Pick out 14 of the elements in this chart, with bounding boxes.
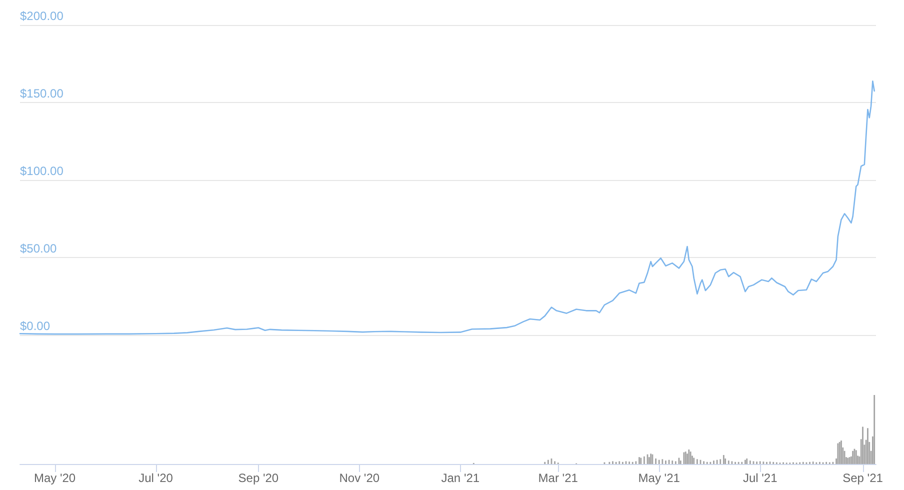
x-tick-label: Mar '21	[538, 471, 578, 485]
y-tick-label: $200.00	[20, 9, 64, 23]
x-tick-label: Sep '20	[238, 471, 279, 485]
x-tick-label: Jul '21	[742, 471, 778, 485]
y-tick-label: $150.00	[20, 86, 64, 100]
y-tick-label: $50.00	[20, 242, 58, 256]
x-tick-label: Nov '20	[339, 471, 380, 485]
y-tick-label: $100.00	[20, 164, 64, 178]
x-tick-label: Jan '21	[441, 471, 480, 485]
y-tick-label: $0.00	[20, 319, 50, 333]
x-tick-label: May '21	[638, 471, 680, 485]
x-tick-label: Jul '20	[138, 471, 174, 485]
x-tick-label: Sep '21	[842, 471, 884, 485]
x-tick-label: May '20	[34, 471, 76, 485]
